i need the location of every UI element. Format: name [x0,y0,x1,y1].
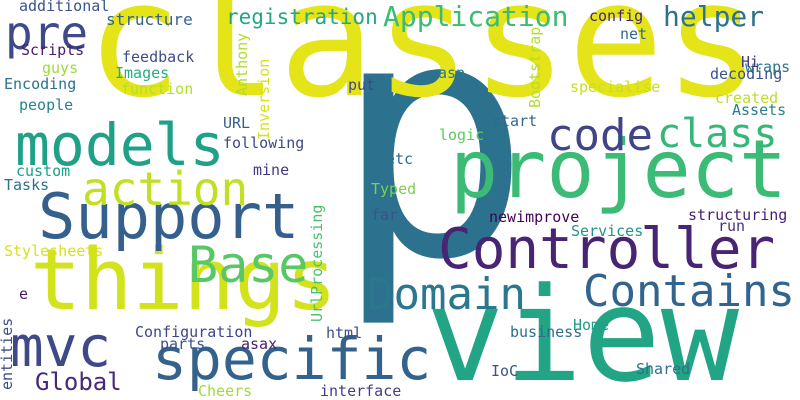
word-encoding: Encoding [4,75,77,93]
word-controller: Controller [438,217,776,282]
word-support: Support [38,180,300,253]
word-wraps: wraps [745,58,791,76]
word-specific: specific [152,325,432,393]
word-stylesheets: Stylesheets [4,242,104,260]
word-far: far [371,206,399,224]
word-entities: interface [320,382,402,400]
word-shared: IoC [491,362,519,380]
word-put: put [348,76,376,94]
word-people: people [19,96,74,114]
word-code: code [547,110,653,161]
word-home: business [510,323,583,341]
word-project: project [450,123,788,216]
word-pre: pre [5,6,89,60]
word-inversion: Inversion [255,58,273,140]
word-view: view [426,259,740,400]
word-models: models [15,111,225,179]
word-base: Base [188,236,309,294]
word-mine: mine [253,161,290,179]
word-parts: Configuration [135,323,253,341]
word-contains: Contains [583,266,795,317]
word-bootstrap: Bootstrap [526,26,544,108]
word-run: run [718,217,746,235]
word-url: URL [223,114,251,132]
word-ioc: Home [573,316,610,334]
word-html: asax [241,335,278,353]
word-specialise: specialise [570,78,661,96]
word-things: things [30,231,338,330]
word-newimprove: newimprove [489,208,580,226]
word-e: e [19,285,29,303]
word-class: class [657,111,778,157]
word-net: net [620,25,648,43]
word-p: p [333,0,532,332]
word-registration: registration [226,5,378,29]
word-decoding: decoding [710,65,783,83]
word-helper: helper [663,0,765,33]
word-images: Images [115,64,170,82]
word-function: function [121,80,194,98]
word-logic: logic [439,126,485,144]
word-start: start [492,112,538,130]
word-urlprocessing: UrlProcessing [308,204,326,322]
word-classes: classes [86,0,761,133]
word-asax: parts [160,335,206,353]
word-interface: Cheers [198,382,253,400]
word-feedback: feedback [122,48,195,66]
word-etc: etc [386,150,414,168]
word-action: action [82,162,249,216]
word-tasks: Tasks [4,176,50,194]
word-config: config [589,7,644,25]
word-mvc: mvc [10,315,112,380]
word-cheers: Shared [636,360,691,378]
word-anthony: Anthony [233,32,251,96]
word-structure: structure [106,10,193,29]
word-created: created [715,89,779,107]
word-hi: Hi [741,53,760,71]
word-guys: guys [42,59,79,77]
word-additional: additional [19,0,110,15]
word-application: Application [383,0,569,33]
word-configuration: entities [0,317,16,390]
word-scripts: Scripts [21,41,85,59]
word-typed: Typed [371,180,417,198]
word-domain: Domain [367,269,526,320]
word-custom: custom [16,162,71,180]
word-global: Global [35,368,122,396]
word-following: following [223,134,305,152]
word-assets: Assets [732,101,787,119]
word-structuring: structuring [688,206,788,224]
word-asp: asp [438,64,466,82]
word-business: html [326,324,363,342]
word-services: Services [571,222,644,240]
